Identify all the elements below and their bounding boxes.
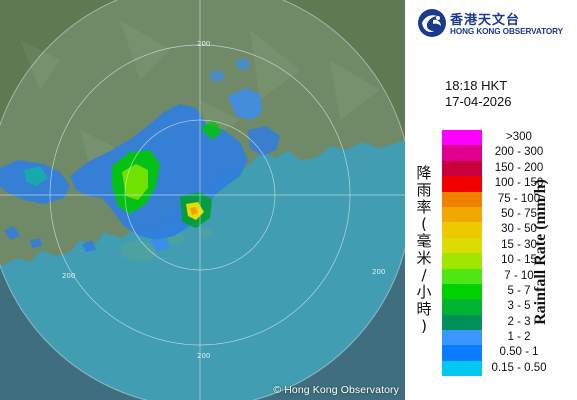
title-cn-char: 小 bbox=[416, 283, 432, 301]
observation-date: 17-04-2026 bbox=[445, 94, 512, 109]
legend-title-english: Rainfall Rate (mm/h) bbox=[532, 179, 549, 325]
legend-swatch bbox=[442, 237, 482, 254]
legend-range-label: 0.15 - 0.50 bbox=[491, 361, 547, 374]
legend-swatch bbox=[442, 191, 482, 207]
org-name-chinese: 香港天文台 bbox=[450, 13, 521, 28]
legend-range-label: 5 - 7 bbox=[507, 284, 531, 297]
legend-panel: 香港天文台 HONG KONG OBSERVATORY 18:18 HKT 17… bbox=[405, 0, 577, 400]
map-copyright: © Hong Kong Observatory bbox=[273, 384, 399, 396]
radar-map-graphic bbox=[0, 0, 405, 400]
hko-logo[interactable]: 香港天文台 HONG KONG OBSERVATORY bbox=[417, 6, 577, 40]
legend-range-label: 3 - 5 bbox=[507, 300, 531, 313]
legend-swatch bbox=[442, 145, 482, 161]
legend-range-label: 0.50 - 1 bbox=[499, 346, 539, 359]
rain-echoes bbox=[0, 58, 280, 252]
legend-range-label: 10 - 15 bbox=[501, 254, 537, 267]
legend-range-label: 200 - 300 bbox=[494, 146, 544, 159]
range-label-east: 200 bbox=[372, 268, 386, 276]
legend-swatch bbox=[442, 360, 482, 377]
legend-range-label: 50 - 75 bbox=[501, 207, 537, 220]
legend-swatch bbox=[442, 222, 482, 238]
legend-swatch bbox=[442, 314, 482, 331]
range-label-north: 200 bbox=[197, 40, 211, 48]
legend-title-chinese: 降 雨 率 ( 毫 米 / 小 時 ) bbox=[413, 165, 435, 335]
title-cn-char: ( bbox=[421, 215, 427, 233]
title-cn-char: 降 bbox=[416, 164, 432, 182]
legend-range-label: 1 - 2 bbox=[507, 331, 531, 344]
legend-range-label: 75 - 100 bbox=[497, 192, 541, 205]
legend-swatch bbox=[442, 283, 482, 300]
legend-range-label: 150 - 200 bbox=[494, 161, 544, 174]
legend-swatch bbox=[442, 299, 482, 315]
title-cn-char: 米 bbox=[416, 249, 432, 267]
legend-swatch bbox=[442, 345, 482, 361]
legend-range-label: >300 bbox=[506, 131, 532, 143]
legend-range-label: 15 - 30 bbox=[501, 238, 537, 251]
legend-range-label: 100 - 150 bbox=[494, 177, 544, 190]
legend-swatch bbox=[442, 253, 482, 269]
org-name-english: HONG KONG OBSERVATORY bbox=[450, 27, 563, 36]
hko-logo-icon bbox=[418, 9, 446, 37]
title-cn-char: / bbox=[421, 266, 427, 284]
title-cn-char: 率 bbox=[416, 198, 432, 216]
observation-time: 18:18 HKT bbox=[445, 78, 508, 93]
legend-range-label: 7 - 10 bbox=[504, 269, 534, 282]
range-rings bbox=[0, 0, 405, 400]
legend-range-label: 2 - 3 bbox=[507, 315, 531, 328]
legend-swatch bbox=[442, 160, 482, 177]
radar-map[interactable]: 200 200 200 200 © Hong Kong Observatory bbox=[0, 0, 405, 400]
legend-swatch bbox=[442, 130, 482, 146]
legend-swatch bbox=[442, 268, 482, 284]
title-cn-char: 雨 bbox=[416, 181, 432, 199]
legend-swatch bbox=[442, 206, 482, 223]
title-cn-char: ) bbox=[421, 317, 427, 335]
title-cn-char: 毫 bbox=[416, 232, 432, 250]
legend-swatch bbox=[442, 330, 482, 346]
legend-swatch bbox=[442, 176, 482, 192]
title-cn-char: 時 bbox=[416, 300, 432, 318]
legend-range-label: 30 - 50 bbox=[501, 223, 537, 236]
range-label-south: 200 bbox=[197, 352, 211, 360]
range-label-west: 200 bbox=[62, 272, 76, 280]
